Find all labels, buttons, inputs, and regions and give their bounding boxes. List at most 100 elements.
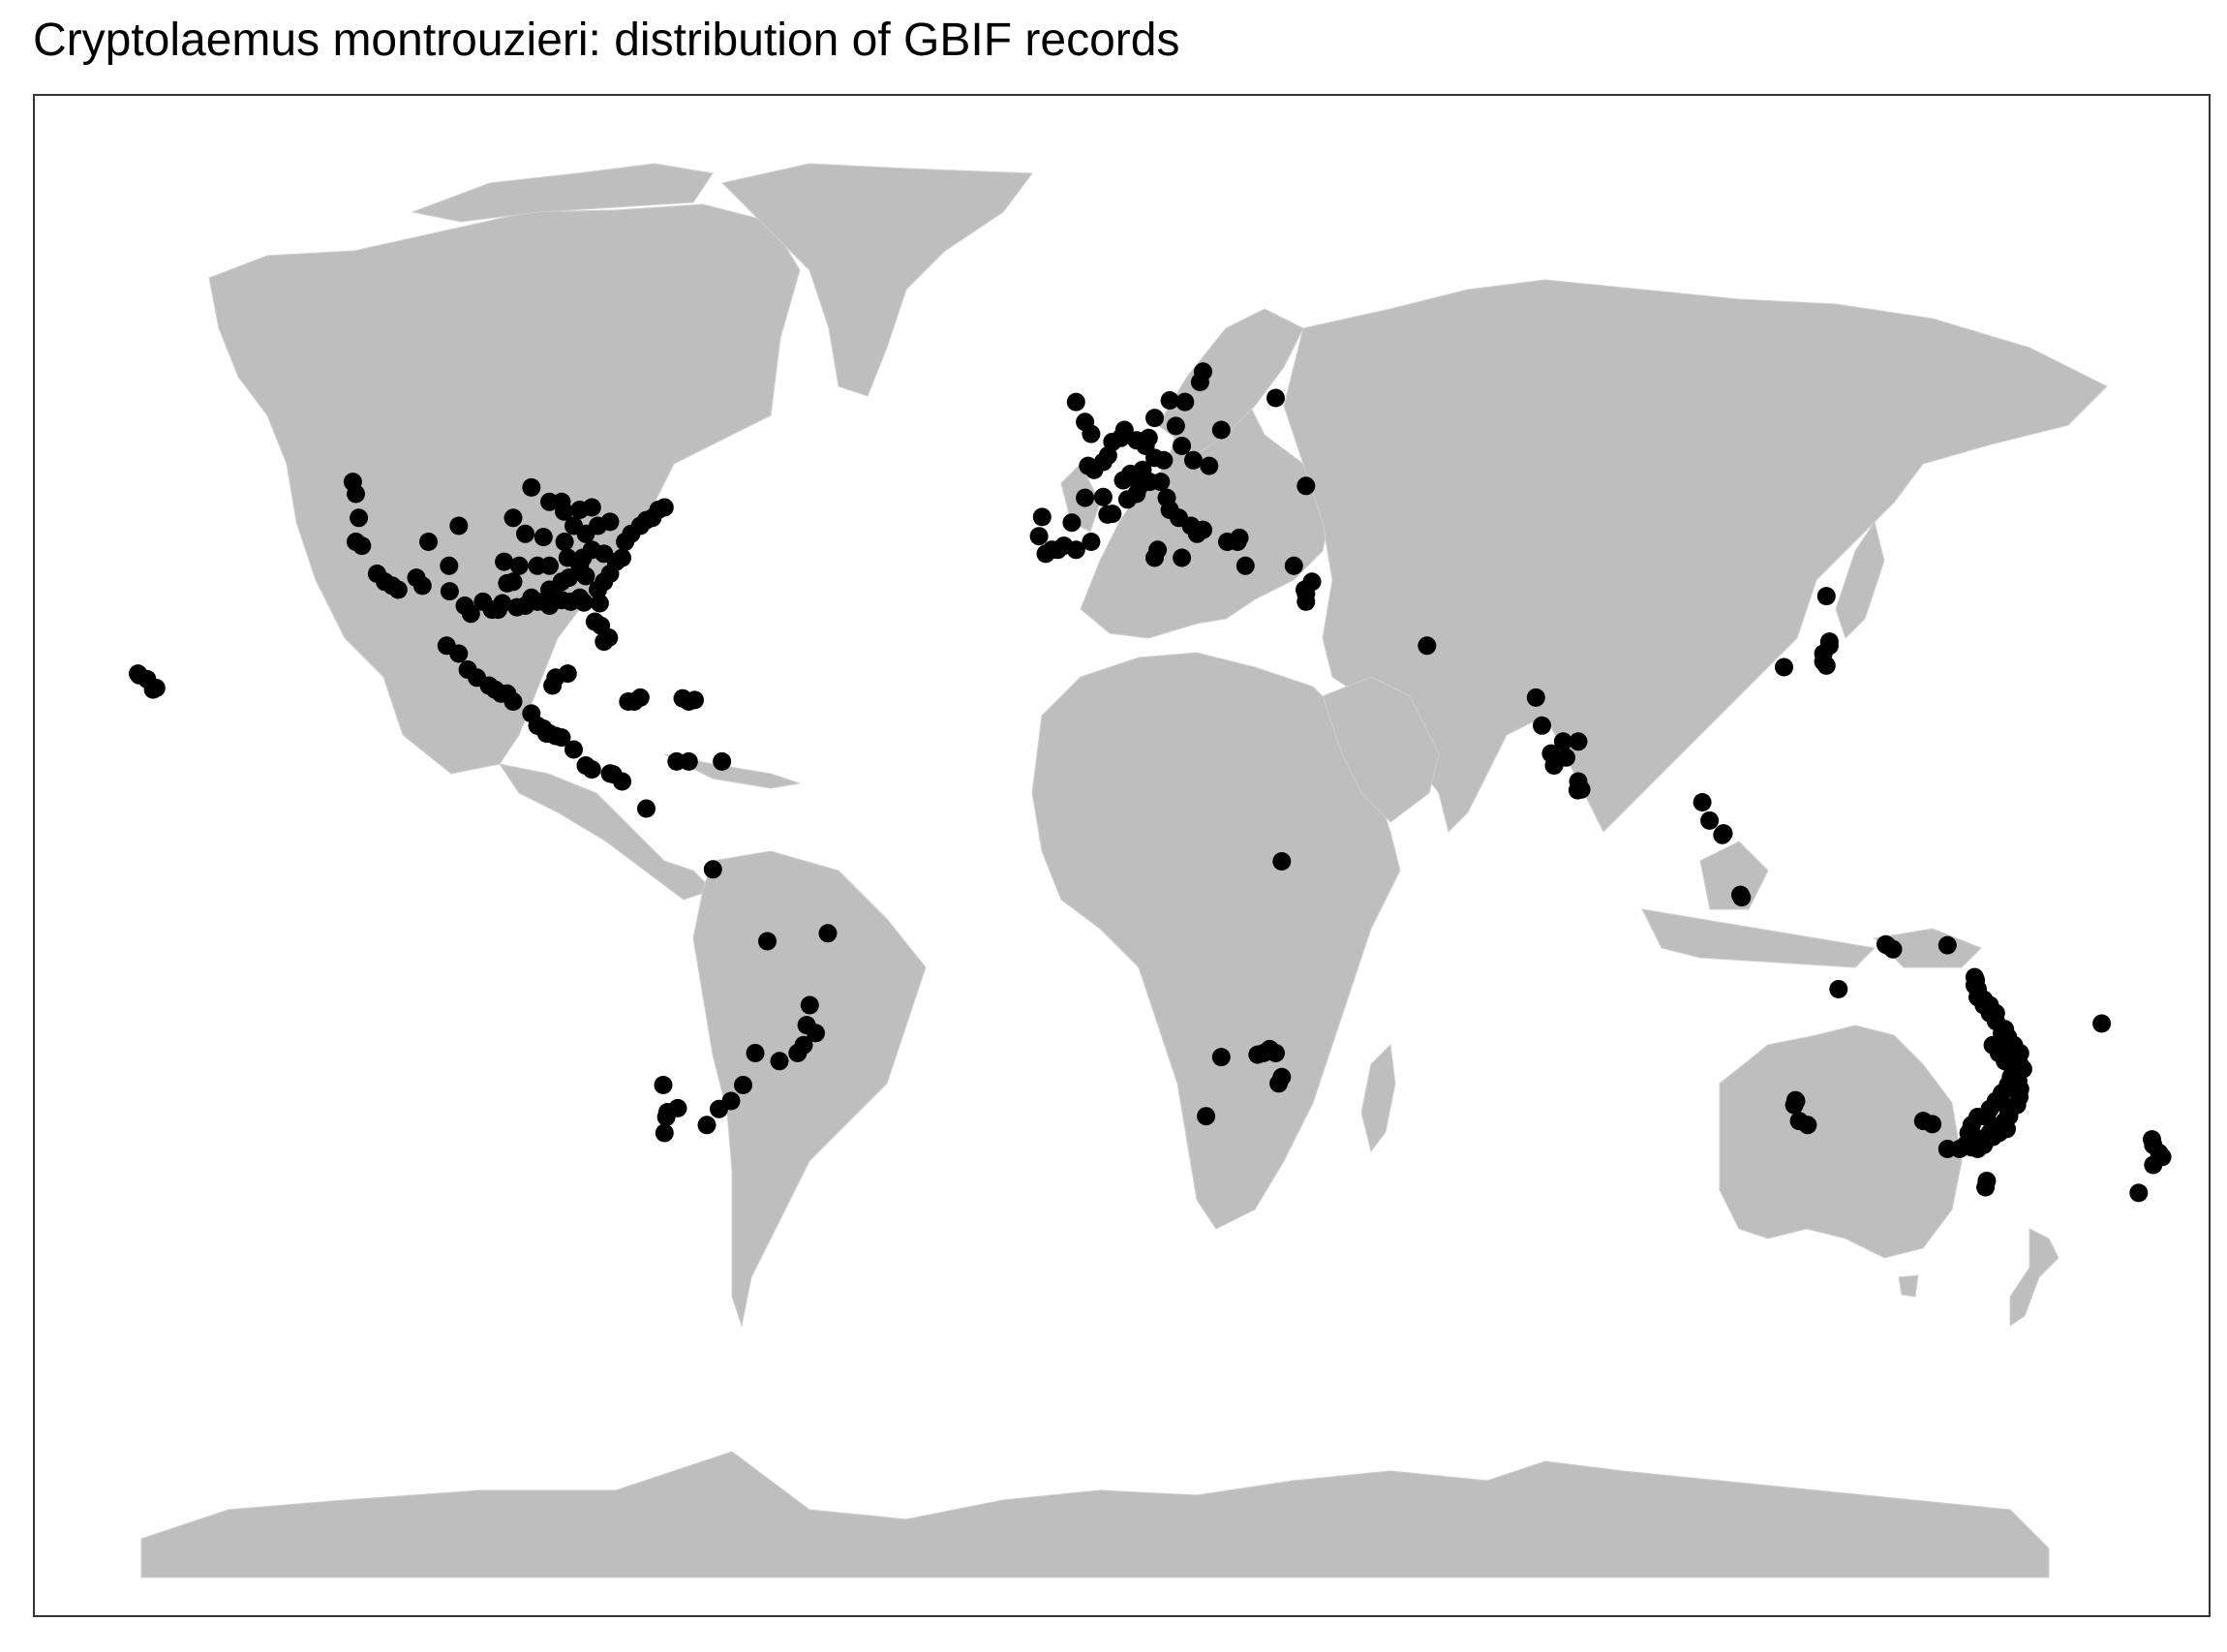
record-point xyxy=(1533,716,1551,735)
record-point xyxy=(1272,852,1292,871)
record-point xyxy=(655,498,674,517)
record-point xyxy=(1526,688,1545,707)
record-point xyxy=(1266,1044,1285,1062)
record-point xyxy=(1965,967,1984,987)
record-point xyxy=(1284,556,1303,575)
record-point xyxy=(1976,1178,1996,1197)
record-point xyxy=(713,751,732,771)
record-point xyxy=(1184,450,1203,470)
record-point xyxy=(770,1052,789,1071)
record-point xyxy=(1816,656,1836,675)
land-new-zealand xyxy=(2009,1228,2059,1327)
gbif-record-points xyxy=(129,362,2172,1203)
record-point xyxy=(1269,1074,1289,1093)
record-point xyxy=(412,576,432,596)
record-point xyxy=(788,1044,808,1062)
record-point xyxy=(440,556,459,575)
record-point xyxy=(449,516,469,535)
record-point xyxy=(1197,1107,1216,1126)
record-point xyxy=(1230,528,1249,547)
record-point xyxy=(1700,811,1720,830)
record-point xyxy=(552,728,571,748)
record-point xyxy=(1082,533,1101,551)
record-point xyxy=(534,528,553,547)
record-point xyxy=(1079,456,1098,475)
record-point xyxy=(461,604,480,624)
record-point xyxy=(495,552,514,571)
land-layer xyxy=(140,163,2108,1578)
record-point xyxy=(1066,540,1085,560)
record-point xyxy=(516,524,534,543)
record-point xyxy=(1248,1045,1267,1064)
map-title: Cryptolaemus montrouzieri: distribution … xyxy=(33,15,1180,66)
record-point xyxy=(574,593,594,612)
land-greenland xyxy=(721,163,1033,397)
record-point xyxy=(1557,748,1575,767)
land-caribbean xyxy=(663,753,801,789)
record-point xyxy=(1211,420,1231,440)
record-point xyxy=(1816,587,1836,606)
record-point xyxy=(2092,1014,2112,1033)
record-point xyxy=(1553,732,1572,751)
record-point xyxy=(1798,1116,1817,1135)
record-point xyxy=(1266,388,1285,408)
land-borneo xyxy=(1699,841,1769,910)
land-se-asia-islands xyxy=(1641,908,1876,968)
record-point xyxy=(522,477,541,497)
world-map xyxy=(129,163,2172,1578)
record-point xyxy=(1160,391,1179,410)
record-point xyxy=(1121,464,1140,483)
record-point xyxy=(1569,732,1588,751)
record-point xyxy=(582,760,601,780)
record-point xyxy=(540,492,559,511)
record-point xyxy=(1145,448,1164,468)
land-tasmania xyxy=(1898,1274,1919,1298)
record-point xyxy=(352,536,372,556)
record-point xyxy=(350,508,369,528)
record-point xyxy=(1302,572,1322,592)
record-point xyxy=(1829,980,1848,998)
record-point xyxy=(1569,772,1588,791)
record-point xyxy=(1148,540,1168,560)
record-point xyxy=(697,1116,717,1135)
record-point xyxy=(1093,487,1113,506)
record-point xyxy=(503,508,523,528)
record-point xyxy=(613,548,631,567)
record-point xyxy=(1076,488,1095,507)
record-point xyxy=(673,688,692,708)
record-point xyxy=(1714,824,1733,843)
record-point xyxy=(818,924,838,943)
record-point xyxy=(1211,1048,1231,1067)
record-point xyxy=(710,1099,728,1118)
record-point xyxy=(493,594,512,613)
record-point xyxy=(703,860,722,879)
record-point xyxy=(558,664,577,684)
record-point xyxy=(1693,793,1712,811)
land-madagascar xyxy=(1360,1043,1396,1153)
record-point xyxy=(509,556,529,575)
record-point xyxy=(1913,1112,1933,1131)
land-south-america xyxy=(692,850,927,1328)
map-panel xyxy=(33,94,2211,1617)
record-point xyxy=(146,679,166,697)
land-antarctica xyxy=(140,1451,2050,1578)
record-point xyxy=(1103,505,1122,524)
record-point xyxy=(564,516,583,535)
land-scandinavia xyxy=(1157,308,1304,455)
record-point xyxy=(734,1076,752,1094)
record-point xyxy=(540,556,559,575)
record-point xyxy=(758,932,777,951)
record-point xyxy=(1200,456,1219,475)
record-point xyxy=(1937,935,1957,955)
record-point xyxy=(655,1123,674,1143)
record-point xyxy=(630,688,650,707)
record-point xyxy=(1883,939,1903,959)
record-point xyxy=(576,566,595,586)
record-point xyxy=(656,1108,676,1126)
record-point xyxy=(388,580,408,599)
record-point xyxy=(1151,473,1171,492)
record-point xyxy=(1194,520,1212,539)
land-new-guinea xyxy=(1873,928,1982,968)
record-point xyxy=(2144,1155,2163,1175)
record-point xyxy=(654,1076,673,1094)
